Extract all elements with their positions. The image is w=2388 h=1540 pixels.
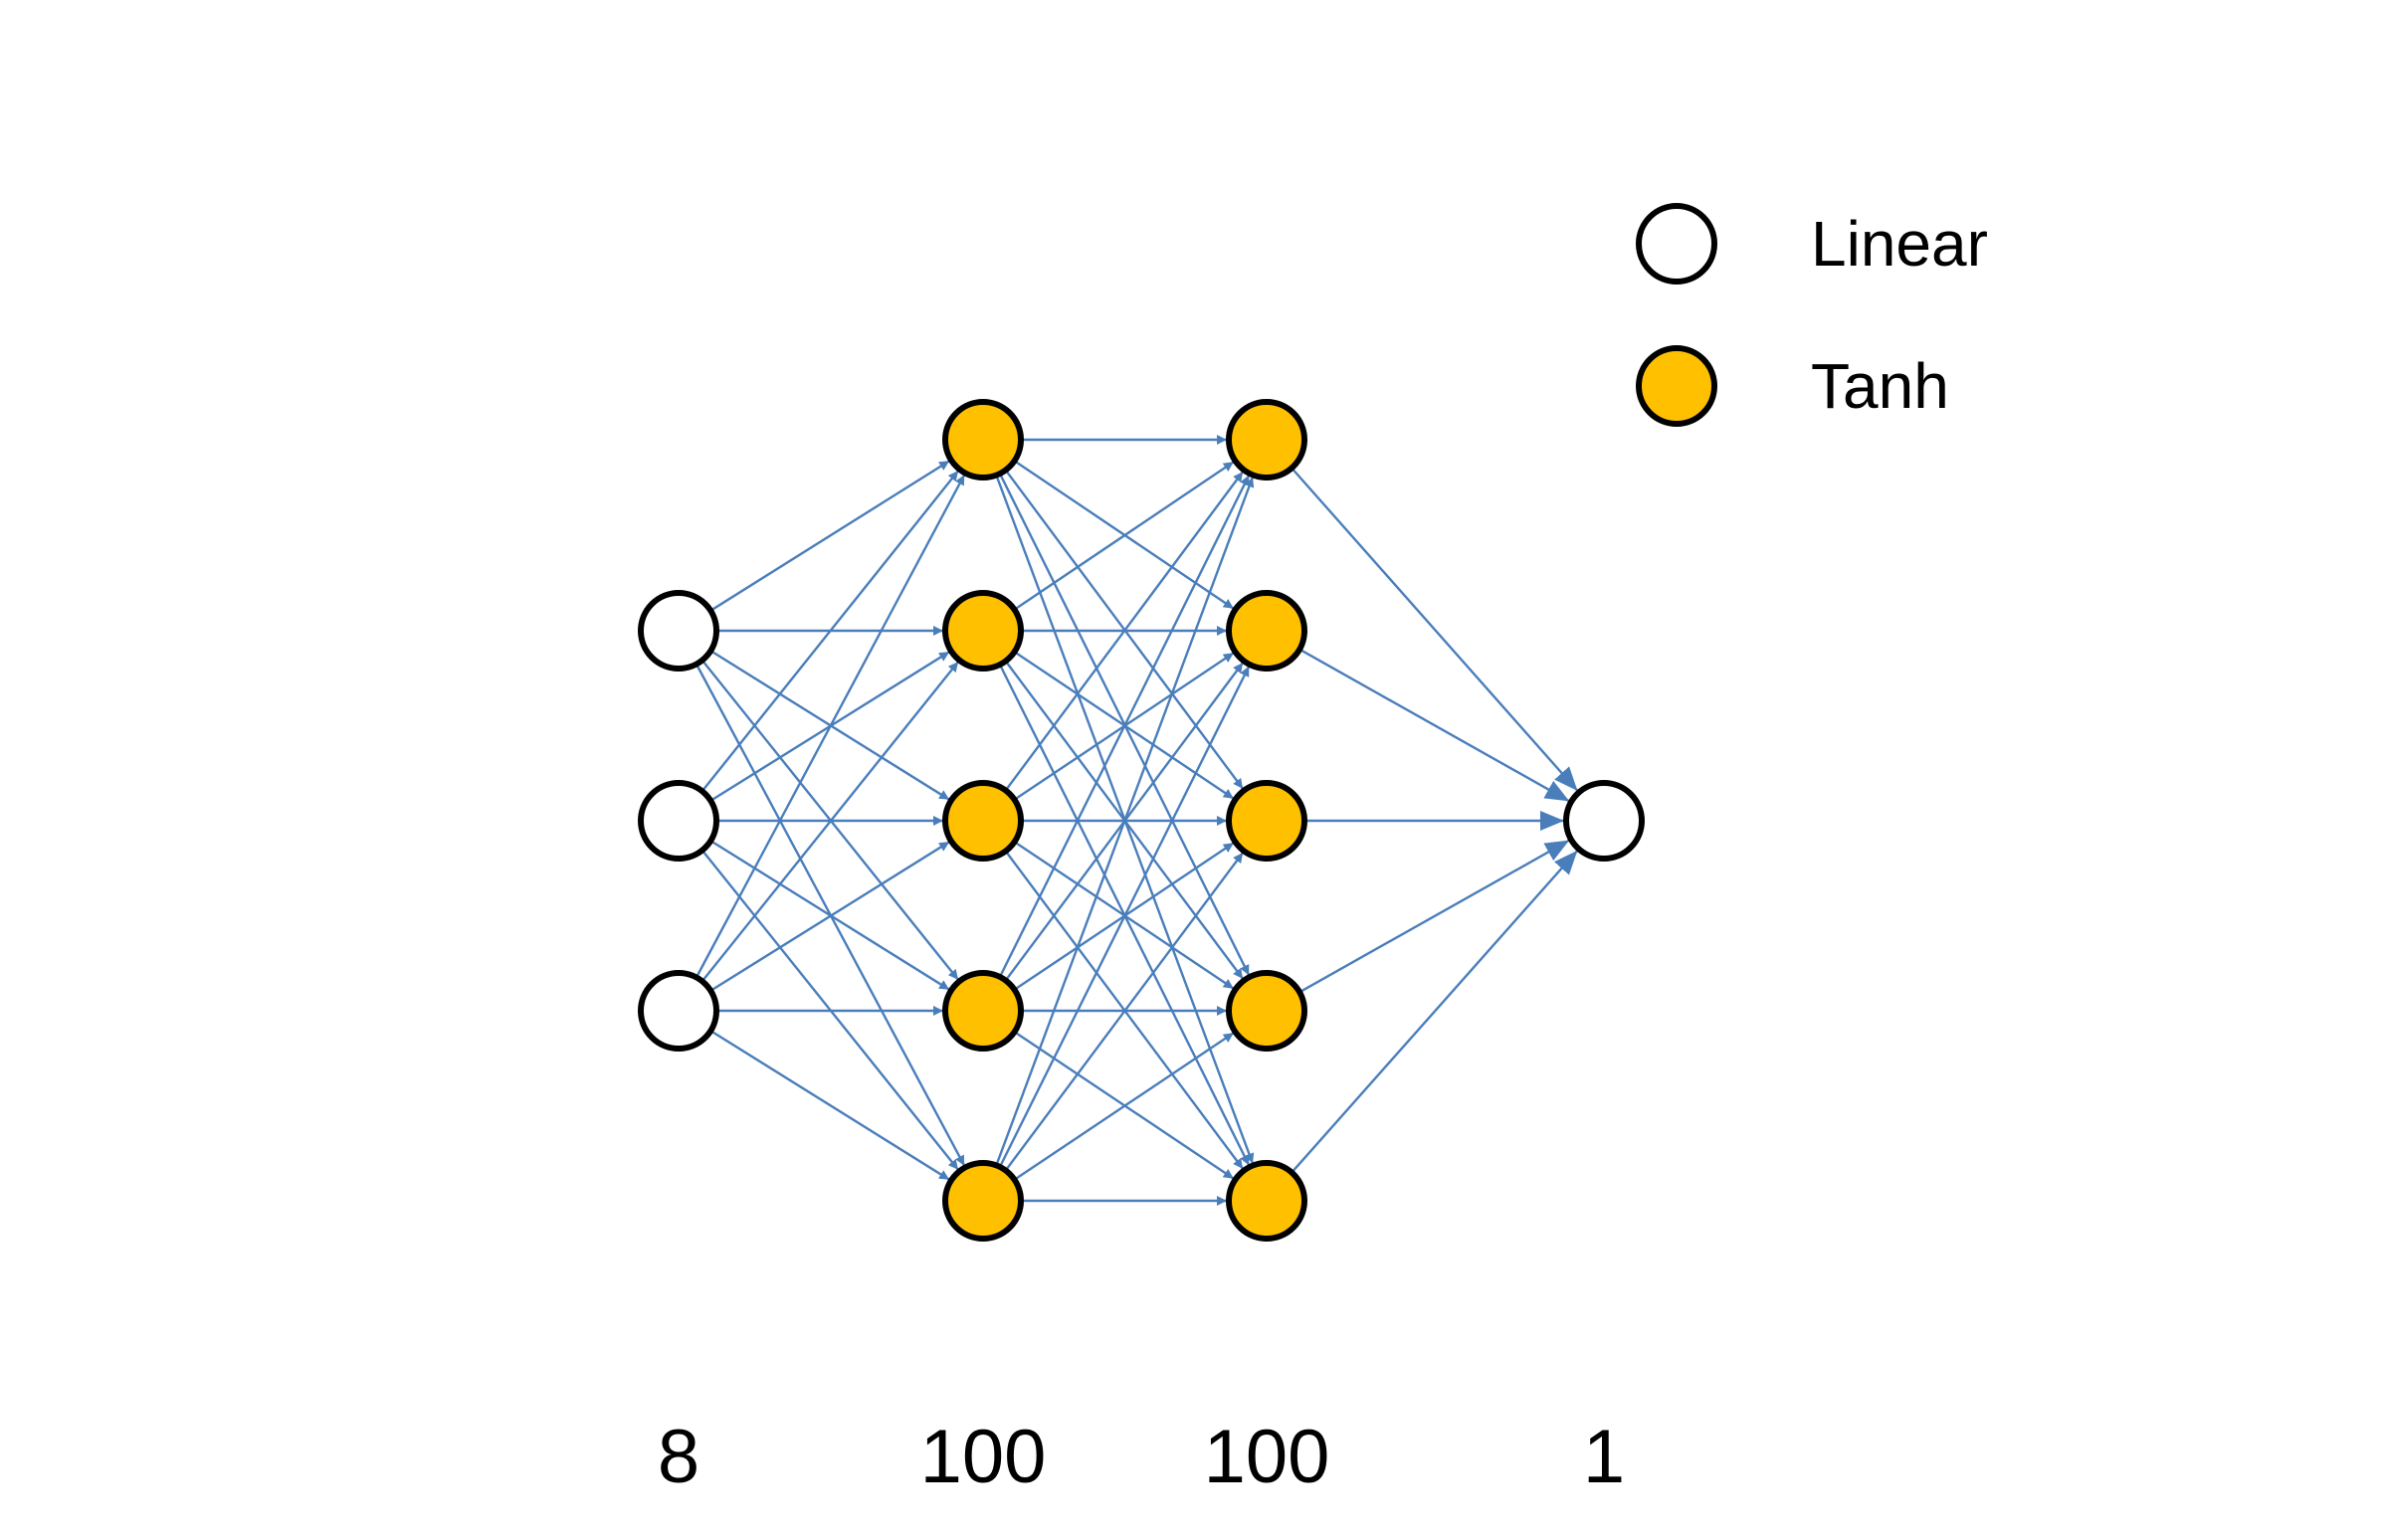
- edge-input-2-to-hidden-1-1: [700, 470, 959, 793]
- neuron-hidden-2-1: [1226, 399, 1307, 481]
- neuron-hidden-2-3: [1226, 780, 1307, 862]
- legend-swatch-linear: [1636, 203, 1717, 285]
- edge-hidden-2-1-to-output-1: [1291, 467, 1579, 792]
- connections: [695, 435, 1579, 1206]
- edge-hidden-1-5-to-hidden-2-3: [1004, 852, 1245, 1172]
- neuron-input-3: [638, 970, 719, 1052]
- neuron-hidden-1-4: [942, 970, 1024, 1052]
- edge-hidden-1-2-to-hidden-2-1: [1013, 461, 1235, 611]
- neuron-hidden-2-2: [1226, 590, 1307, 672]
- layer-size-label-hidden-2: 100: [1204, 1415, 1330, 1499]
- edge-input-3-to-hidden-1-1: [695, 474, 966, 979]
- legend: Linear Tanh: [1636, 203, 1988, 427]
- edge-input-3-to-hidden-1-5: [709, 1030, 950, 1181]
- edge-input-1-to-hidden-1-1: [709, 460, 950, 612]
- layer-size-label-input: 8: [658, 1415, 699, 1499]
- neuron-hidden-1-3: [942, 780, 1024, 862]
- edge-hidden-1-4-to-hidden-2-1: [998, 475, 1251, 978]
- neurons: [638, 399, 1645, 1242]
- neuron-input-1: [638, 590, 719, 672]
- edge-hidden-1-5-to-hidden-2-4: [1013, 1032, 1235, 1181]
- layer-size-label-output: 1: [1583, 1415, 1625, 1499]
- layer-size-label-hidden-1: 100: [920, 1415, 1047, 1499]
- neuron-hidden-1-5: [942, 1160, 1024, 1242]
- layer-size-labels: 8 100 100 1: [658, 1415, 1625, 1499]
- legend-label-linear: Linear: [1811, 208, 1988, 280]
- neuron-hidden-1-1: [942, 399, 1024, 481]
- edge-hidden-1-3-to-hidden-2-1: [1004, 471, 1245, 792]
- neuron-hidden-2-4: [1226, 970, 1307, 1052]
- neuron-hidden-1-2: [942, 590, 1024, 672]
- edge-hidden-2-2-to-output-1: [1298, 648, 1570, 803]
- legend-label-tanh: Tanh: [1811, 350, 1949, 422]
- legend-swatch-tanh: [1636, 345, 1717, 427]
- edge-input-3-to-hidden-1-2: [700, 661, 959, 983]
- neuron-hidden-2-5: [1226, 1160, 1307, 1242]
- edge-hidden-2-5-to-output-1: [1291, 850, 1579, 1174]
- edge-hidden-2-4-to-output-1: [1298, 839, 1570, 994]
- neuron-output-1: [1563, 780, 1645, 862]
- edge-hidden-1-5-to-hidden-2-1: [995, 477, 1255, 1166]
- edge-hidden-1-5-to-hidden-2-2: [998, 666, 1251, 1168]
- neuron-input-2: [638, 780, 719, 862]
- edge-input-3-to-hidden-1-3: [709, 841, 950, 992]
